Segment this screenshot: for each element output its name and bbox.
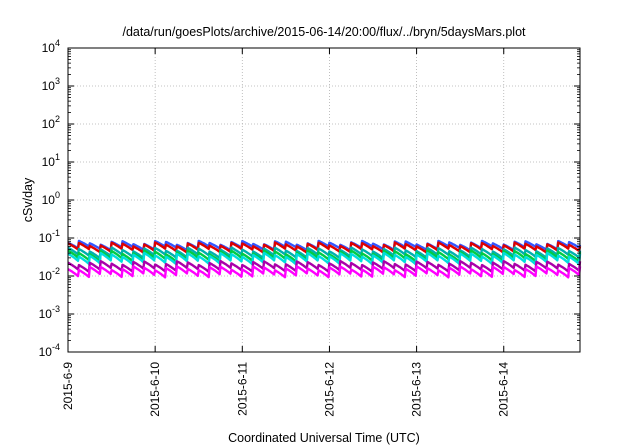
y-axis: 10-4 10-3 10-2 10-1 100 101 102 103 104: [39, 38, 580, 359]
data-series-line: [67, 259, 582, 273]
y-tick-label: 100: [42, 190, 60, 207]
x-tick-label: 2015-6-14: [497, 362, 511, 417]
y-tick-label: 101: [42, 152, 60, 169]
y-tick-label: 104: [42, 38, 60, 55]
y-tick-label: 10-2: [39, 266, 60, 283]
data-series-line: [67, 241, 582, 254]
chart-title: /data/run/goesPlots/archive/2015-06-14/2…: [122, 25, 526, 39]
grid: [68, 48, 580, 352]
data-series-line: [67, 265, 582, 279]
y-tick-label: 10-4: [39, 342, 60, 359]
series-group: [67, 239, 582, 279]
y-tick-label: 10-1: [39, 228, 60, 245]
x-tick-label: 2015-6-9: [61, 362, 75, 410]
data-series-line: [67, 251, 582, 266]
y-tick-label: 10-3: [39, 304, 60, 321]
x-tick-label: 2015-6-12: [322, 362, 336, 417]
x-tick-label: 2015-6-11: [235, 362, 249, 416]
x-axis: 2015-6-9 2015-6-10 2015-6-11 2015-6-12 2015-…: [61, 48, 511, 417]
y-tick-label: 102: [42, 114, 60, 131]
x-tick-label: 2015-6-10: [148, 362, 162, 417]
x-tick-label: 2015-6-13: [410, 362, 424, 417]
data-series-line: [67, 249, 582, 263]
y-axis-label: cSv/day: [21, 177, 35, 222]
y-tick-label: 103: [42, 76, 60, 93]
x-axis-label: Coordinated Universal Time (UTC): [228, 431, 420, 445]
data-series-line: [67, 246, 582, 260]
